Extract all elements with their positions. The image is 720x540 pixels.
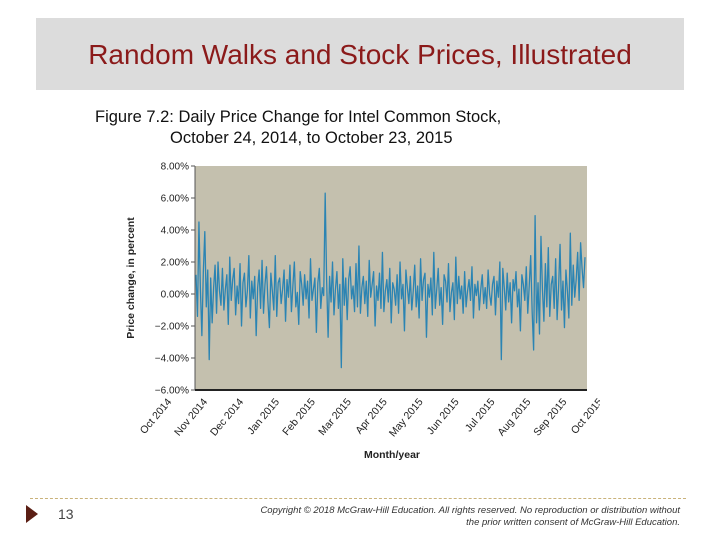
title-bar: Random Walks and Stock Prices, Illustrat… — [36, 18, 684, 90]
x-tick-label: Oct 2015 — [569, 396, 600, 436]
x-tick-label: Jun 2015 — [425, 396, 462, 437]
x-tick-label: Aug 2015 — [495, 396, 533, 438]
x-tick-label: Dec 2014 — [208, 396, 246, 438]
y-tick-label: 4.00% — [161, 226, 189, 237]
x-tick-label: Nov 2014 — [172, 396, 210, 438]
y-tick-label: 6.00% — [161, 194, 189, 205]
figure-caption-line2: October 24, 2014, to October 23, 2015 — [170, 129, 453, 147]
x-tick-label: Feb 2015 — [280, 396, 318, 438]
x-tick-label: May 2015 — [387, 396, 426, 439]
price-change-chart: 8.00% 6.00% 4.00% 2.00% 0.00% −2.00% −4.00% −6.… — [125, 162, 600, 462]
y-axis-label: Price change, in percent — [125, 217, 137, 339]
figure-caption: Figure 7.2: Daily Price Change for Intel… — [95, 107, 555, 149]
y-axis: 8.00% 6.00% 4.00% 2.00% 0.00% −2.00% −4.00% −6.… — [155, 162, 196, 397]
y-tick-label: 2.00% — [161, 258, 189, 269]
x-tick-label: Apr 2015 — [353, 396, 390, 436]
x-axis-label: Month/year — [364, 449, 420, 461]
page-number: 13 — [58, 506, 74, 522]
x-tick-label: Sep 2015 — [531, 396, 569, 438]
y-tick-label: 0.00% — [161, 290, 189, 301]
y-tick-label: −4.00% — [155, 354, 189, 365]
y-tick-label: −6.00% — [155, 386, 189, 397]
x-tick-label: Oct 2014 — [138, 396, 175, 436]
x-tick-label: Mar 2015 — [316, 396, 354, 438]
figure-caption-line1: Figure 7.2: Daily Price Change for Intel… — [95, 108, 502, 126]
plot-area — [195, 166, 587, 390]
x-tick-label: Jan 2015 — [245, 396, 282, 437]
footer-divider — [30, 498, 686, 499]
x-tick-label: Jul 2015 — [463, 396, 498, 434]
y-tick-label: 8.00% — [161, 162, 189, 173]
page-marker-arrow-icon — [26, 505, 38, 523]
copyright-line2: the prior written consent of McGraw-Hill… — [466, 517, 680, 528]
slide-title: Random Walks and Stock Prices, Illustrat… — [88, 39, 632, 70]
copyright-line1: Copyright © 2018 McGraw-Hill Education. … — [260, 505, 680, 516]
price-change-series-line — [195, 192, 586, 369]
y-tick-label: −2.00% — [155, 322, 189, 333]
copyright-notice: Copyright © 2018 McGraw-Hill Education. … — [228, 505, 680, 529]
